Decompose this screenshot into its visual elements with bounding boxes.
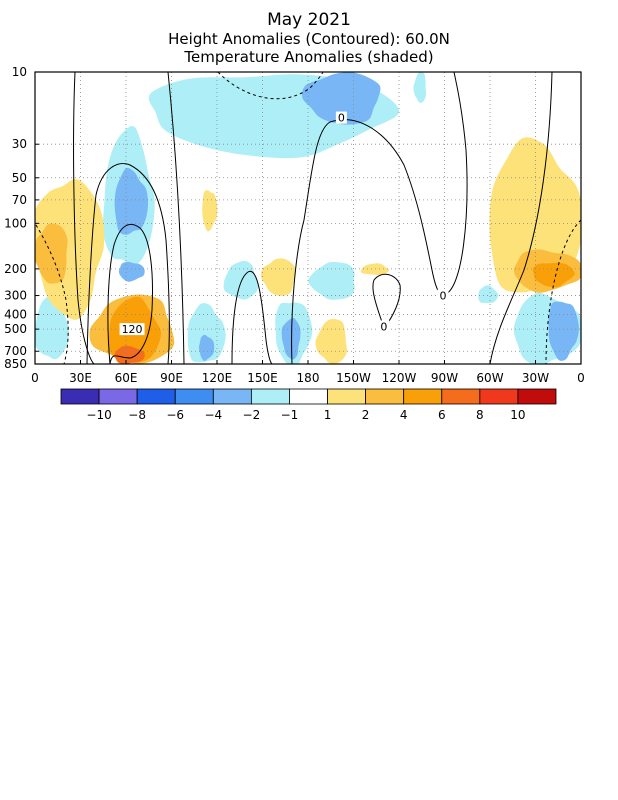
x-tick-label: 60W (476, 371, 503, 385)
y-tick-label: 500 (4, 322, 27, 336)
temperature-anomaly-region (260, 258, 296, 296)
y-tick-label: 300 (4, 289, 27, 303)
x-tick-label: 180 (297, 371, 320, 385)
colorbar-swatch (174, 388, 214, 405)
x-tick-label: 0 (31, 371, 39, 385)
y-tick-label: 700 (4, 344, 27, 358)
x-tick-label: 120E (202, 371, 233, 385)
y-tick-label: 850 (4, 357, 27, 371)
contour-label-bg (378, 320, 390, 333)
contour-label: 0 (338, 112, 345, 125)
colorbar: −10 −8 −6 −4 −2 −1 1 2 4 6 8 10 (60, 388, 557, 422)
chart-titles: May 2021 Height Anomalies (Contoured): 6… (0, 10, 618, 66)
height-contour-line (217, 72, 324, 100)
colorbar-swatch (250, 388, 290, 405)
temperature-anomaly-region (202, 190, 218, 232)
colorbar-swatch (441, 388, 481, 405)
temperature-anomaly-region (413, 72, 427, 103)
colorbar-swatch (327, 388, 367, 405)
height-contour-line (489, 72, 553, 364)
colorbar-tick-label: −8 (128, 408, 146, 422)
temperature-shading (35, 72, 581, 364)
contour-label-bg (437, 289, 449, 302)
height-contours (35, 72, 581, 364)
x-tick-label: 30W (522, 371, 549, 385)
colorbar-tick-label: 2 (362, 408, 370, 422)
colorbar-swatch (98, 388, 138, 405)
height-contour-line (291, 72, 468, 364)
temperature-anomaly-region (187, 303, 226, 363)
y-tick-label: 200 (4, 262, 27, 276)
y-tick-label: 10 (12, 65, 27, 79)
contour-label-bg (335, 111, 347, 124)
contour-label-bg (119, 323, 145, 336)
chart-subtitle-shading: Temperature Anomalies (shaded) (184, 48, 434, 66)
temperature-anomaly-region (199, 334, 215, 362)
temperature-anomaly-region (478, 285, 499, 304)
contour-label: 120 (122, 323, 143, 336)
chart-subtitle-contours: Height Anomalies (Contoured): 60.0N (168, 30, 450, 48)
x-tick-label: 150E (247, 371, 278, 385)
colorbar-tick-label: 10 (510, 408, 525, 422)
colorbar-swatch (136, 388, 176, 405)
contour-label: 0 (439, 290, 446, 303)
colorbar-tick-label: −6 (166, 408, 184, 422)
y-tick-label: 100 (4, 216, 27, 230)
contour-labels: 0 0 0 120 (119, 111, 449, 336)
temperature-anomaly-region (35, 179, 105, 320)
height-contour-line (545, 219, 581, 364)
colorbar-tick-label: 4 (400, 408, 408, 422)
colorbar-swatch (517, 388, 557, 405)
temperature-anomaly-region (223, 260, 259, 300)
colorbar-swatch (60, 388, 100, 405)
y-tick-label: 70 (12, 193, 27, 207)
y-tick-label: 50 (12, 171, 27, 185)
colorbar-tick-label: 8 (476, 408, 484, 422)
contour-label: 0 (380, 320, 387, 333)
height-contour-line (167, 72, 185, 364)
chart-title: May 2021 (267, 10, 351, 30)
x-tick-label: 90W (431, 371, 458, 385)
colorbar-tick-label: 6 (438, 408, 446, 422)
x-tick-label: 150W (336, 371, 371, 385)
height-contour-line (372, 273, 401, 329)
temperature-anomaly-region (118, 261, 145, 282)
x-tick-label: 90E (160, 371, 183, 385)
colorbar-swatch (479, 388, 519, 405)
x-tick-label: 0 (577, 371, 585, 385)
height-contour-line (231, 270, 273, 364)
x-tick-label: 120W (382, 371, 417, 385)
temperature-anomaly-region (548, 301, 579, 361)
colorbar-swatch (365, 388, 405, 405)
height-contour-line (107, 223, 153, 364)
x-tick-label: 60E (115, 371, 138, 385)
y-tick-label: 400 (4, 307, 27, 321)
colorbar-tick-label: −10 (86, 408, 111, 422)
temperature-anomaly-region (360, 263, 390, 276)
y-tick-label: 30 (12, 137, 27, 151)
temperature-anomaly-region (114, 167, 148, 235)
colorbar-tick-label: 1 (324, 408, 332, 422)
height-contour-line (86, 163, 170, 364)
colorbar-tick-label: −4 (204, 408, 222, 422)
x-axis-ticks: 0 30E 60E 90E 120E 150E 180 150W 120W 90W 60W 30W 0 (31, 360, 585, 385)
colorbar-tick-label: −2 (243, 408, 261, 422)
x-tick-label: 30E (69, 371, 92, 385)
temperature-anomaly-region (114, 345, 145, 364)
colorbar-swatch (403, 388, 443, 405)
temperature-anomaly-region (301, 72, 381, 125)
height-contour-line (35, 224, 69, 364)
colorbar-swatch (289, 388, 328, 405)
temperature-anomaly-region (315, 319, 347, 364)
temperature-anomaly-region (308, 261, 355, 300)
colorbar-tick-label: −1 (281, 408, 299, 422)
colorbar-swatch (212, 388, 252, 405)
